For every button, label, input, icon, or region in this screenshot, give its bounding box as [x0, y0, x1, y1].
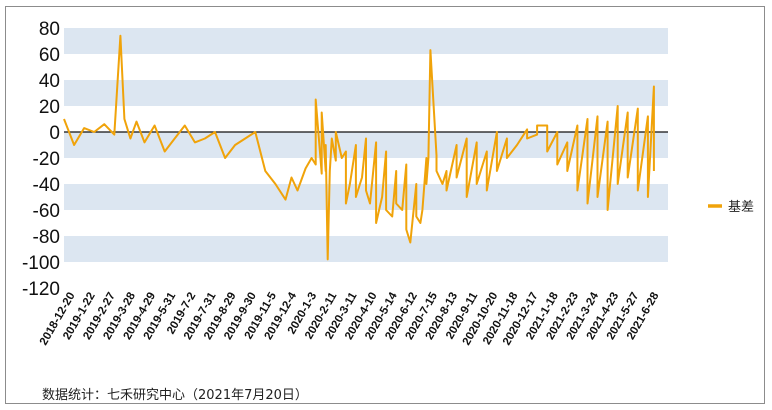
y-tick-label: -100	[22, 253, 60, 274]
y-tick-label: 20	[39, 97, 60, 118]
x-axis-ticks: 2018-12-202019-1-222019-2-272019-3-28201…	[38, 290, 662, 347]
grid-band	[64, 28, 668, 54]
y-tick-label: -120	[22, 279, 60, 300]
series-line	[63, 34, 655, 261]
source-note: 数据统计：七禾研究中心（2021年7月20日）	[42, 388, 308, 403]
y-tick-label: 0	[49, 123, 60, 144]
y-tick-label: 80	[39, 19, 60, 40]
chart-svg: 80 60 40 20 0 -20 -40 -60 -80 -100 -120 2018-12-20…	[22, 19, 754, 347]
y-tick-label: -20	[33, 149, 60, 170]
legend: 基差	[708, 199, 754, 214]
y-tick-label: 40	[39, 71, 60, 92]
y-tick-label: -40	[33, 175, 60, 196]
grid-band	[64, 80, 668, 106]
y-axis-ticks: 80 60 40 20 0 -20 -40 -60 -80 -100 -120	[22, 19, 60, 300]
y-tick-label: 60	[39, 45, 60, 66]
y-tick-label: -80	[33, 227, 60, 248]
chart-frame: 80 60 40 20 0 -20 -40 -60 -80 -100 -120 2018-12-20…	[5, 6, 765, 404]
series-group	[63, 34, 655, 261]
y-tick-label: -60	[33, 201, 60, 222]
legend-label: 基差	[728, 199, 754, 214]
grid-band	[64, 236, 668, 262]
